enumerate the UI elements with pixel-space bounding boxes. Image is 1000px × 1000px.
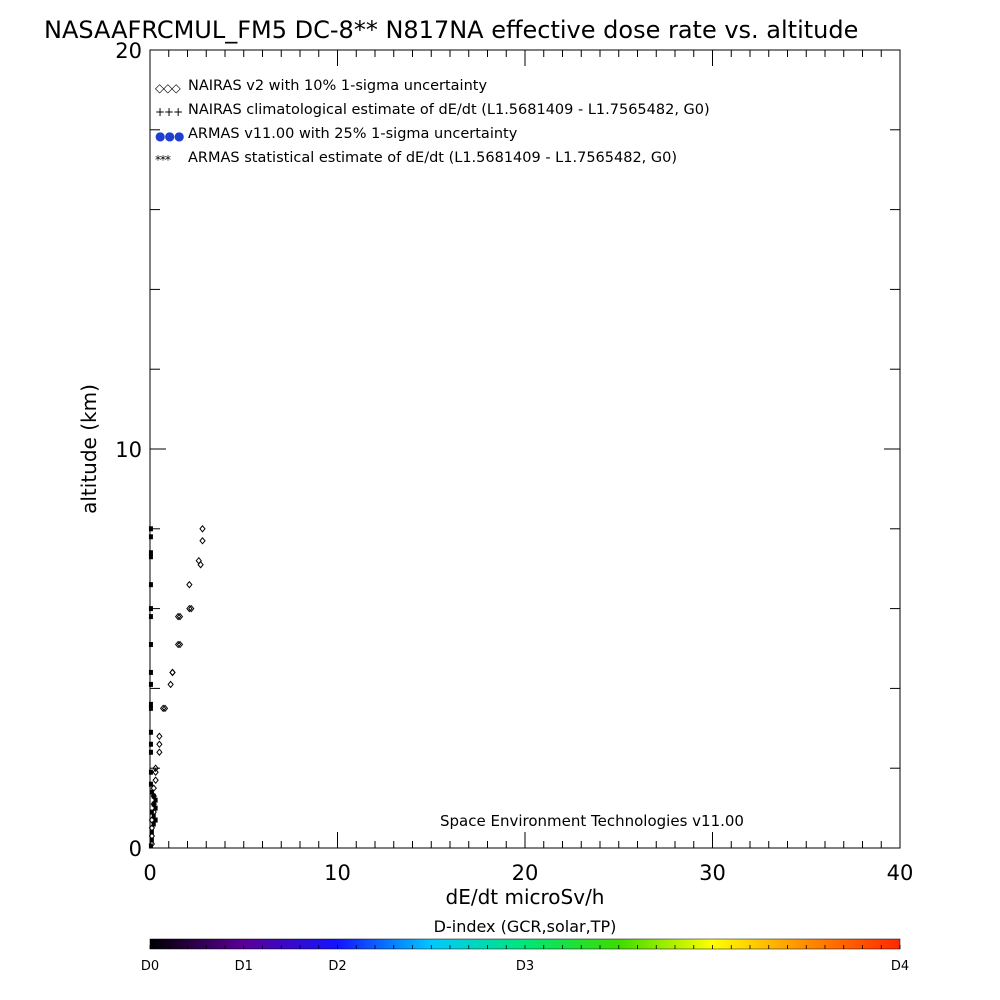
data-point-diamond xyxy=(176,612,184,621)
colorbar-label: D2 xyxy=(328,959,346,974)
plot-frame xyxy=(149,49,901,849)
data-point-dot xyxy=(148,582,153,588)
data-point-diamond xyxy=(169,668,176,677)
data-point-dot xyxy=(148,534,153,540)
legend-label: NAIRAS climatological estimate of dE/dt … xyxy=(188,102,710,118)
data-point-dot xyxy=(149,809,154,815)
data-point-diamond xyxy=(169,668,176,677)
x-axis-label: dE/dt microSv/h xyxy=(446,885,605,909)
chart-title: NASAAFRCMUL_FM5 DC-8** N817NA effective … xyxy=(44,16,858,44)
data-point-dot xyxy=(148,550,153,556)
x-tick-label: 0 xyxy=(143,861,156,885)
data-point-dot xyxy=(148,769,153,775)
colorbar-label: D0 xyxy=(141,959,159,974)
data-point-diamond xyxy=(156,732,163,741)
data-point-dot xyxy=(149,789,154,795)
colorbar-label: D1 xyxy=(235,959,253,974)
colorbar-label: D4 xyxy=(891,959,909,974)
y-axis-label: altitude (km) xyxy=(77,384,101,514)
data-point-diamond xyxy=(156,748,163,757)
colorbar-title: D-index (GCR,solar,TP) xyxy=(434,917,617,936)
data-point-diamond xyxy=(174,640,182,649)
data-point-diamond xyxy=(186,604,193,613)
data-point-dot xyxy=(148,705,153,711)
legend-symbol: *** xyxy=(155,153,171,167)
legend-symbol: ◇◇◇ xyxy=(155,81,181,95)
data-point-diamond xyxy=(188,604,195,613)
data-points xyxy=(148,525,206,849)
data-point-diamond xyxy=(161,704,169,713)
data-point-dot xyxy=(148,606,153,612)
data-point-dot xyxy=(153,817,158,823)
data-point-diamond xyxy=(152,768,159,776)
y-tick-label: 0 xyxy=(129,837,142,861)
data-point-dot xyxy=(148,614,153,620)
x-tick-label: 30 xyxy=(699,861,726,885)
data-point-dot xyxy=(149,837,154,843)
data-point-dot xyxy=(148,669,153,675)
legend-label: ARMAS statistical estimate of dE/dt (L1.… xyxy=(188,150,677,166)
x-tick-label: 20 xyxy=(512,861,539,885)
colorbar-label: D3 xyxy=(516,959,534,974)
data-point-dot xyxy=(148,526,153,532)
data-point-diamond xyxy=(186,580,193,589)
data-point-diamond xyxy=(199,536,206,545)
data-point-diamond xyxy=(152,764,159,772)
legend-symbol: +++ xyxy=(155,105,182,119)
colorbar-ticks: D0 D1 D2 D3 D4 xyxy=(141,945,909,974)
legend-label: NAIRAS v2 with 10% 1-sigma uncertainty xyxy=(188,78,487,94)
y-tick-label: 20 xyxy=(115,39,142,63)
data-point-dot xyxy=(148,741,153,747)
data-point-dot xyxy=(149,829,154,835)
legend-label: ARMAS v11.00 with 25% 1-sigma uncertaint… xyxy=(188,126,518,142)
data-point-dot xyxy=(148,729,153,735)
data-point-dot xyxy=(148,843,153,849)
y-axis-ticks: 0 10 20 xyxy=(115,39,900,861)
data-point-dot xyxy=(153,797,158,803)
data-point-dot xyxy=(153,805,158,811)
data-point-diamond xyxy=(176,640,184,649)
data-point-dot xyxy=(151,801,156,807)
data-point-dot xyxy=(148,681,153,687)
data-point-dot xyxy=(151,821,156,827)
data-point-diamond xyxy=(174,612,182,621)
data-point-dot xyxy=(148,554,153,560)
data-point-dot xyxy=(148,749,153,755)
data-point-diamond xyxy=(152,776,159,784)
data-point-dot xyxy=(148,642,153,648)
data-point-diamond xyxy=(195,556,202,565)
x-tick-label: 10 xyxy=(324,861,351,885)
data-point-diamond xyxy=(156,740,163,749)
data-point-dot xyxy=(151,813,156,819)
data-point-dot xyxy=(148,781,153,787)
x-axis-ticks: 0 10 20 30 40 xyxy=(143,50,913,885)
data-point-diamond xyxy=(197,560,204,569)
annotation-credit: Space Environment Technologies v11.00 xyxy=(440,812,744,830)
data-point-diamond xyxy=(167,680,174,689)
legend: ◇◇◇ NAIRAS v2 with 10% 1-sigma uncertaint… xyxy=(155,78,710,167)
legend-symbol: ●●● xyxy=(155,129,184,143)
data-point-diamond xyxy=(159,704,167,713)
data-point-diamond xyxy=(199,525,206,533)
x-tick-label: 40 xyxy=(887,861,914,885)
data-point-dot xyxy=(148,701,153,707)
y-tick-label: 10 xyxy=(115,438,142,462)
data-point-dot xyxy=(151,793,156,799)
